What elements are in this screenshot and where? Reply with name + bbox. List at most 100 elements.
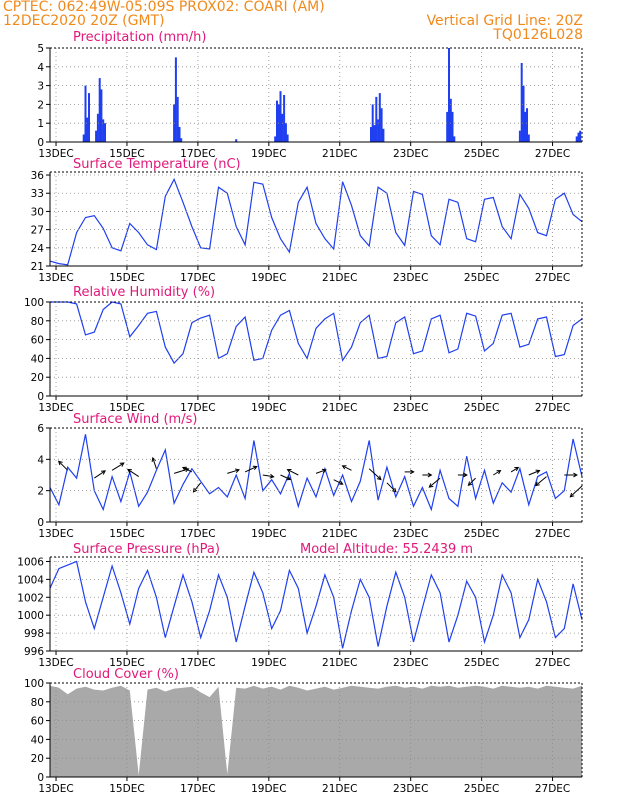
y-tick-label: 1002 <box>17 592 44 604</box>
wind-arrow <box>57 460 69 471</box>
precip-bar <box>102 119 105 142</box>
series-line <box>50 301 583 365</box>
precip-bar <box>575 136 578 142</box>
precip-bar <box>176 96 179 142</box>
y-tick-label: 0 <box>37 137 44 149</box>
y-tick-label: 36 <box>31 170 45 182</box>
series-line <box>49 177 583 266</box>
precip-bar <box>286 134 289 142</box>
precip-bar <box>378 93 381 142</box>
wind-arrow <box>510 466 520 473</box>
precip-bar <box>96 113 99 142</box>
x-tick-label: 25DEC <box>464 148 499 160</box>
panel-4: Surface Wind (m/s) 0 2 4 6 13DEC 15DEC 17DEC 19D… <box>37 412 583 540</box>
wind-arrow <box>280 474 292 481</box>
wind-arrow <box>181 466 193 473</box>
x-tick-label: 15DEC <box>109 657 144 669</box>
x-tick-label: 13DEC <box>38 657 73 669</box>
wind-arrow <box>569 485 583 498</box>
x-tick-label: 19DEC <box>251 148 286 160</box>
x-tick-label: 27DEC <box>535 272 570 284</box>
precip-bar <box>180 138 183 142</box>
x-tick-label: 25DEC <box>464 528 499 540</box>
y-tick-label: 27 <box>31 225 44 237</box>
y-tick-label: 60 <box>31 335 44 347</box>
precip-bar <box>281 113 284 142</box>
y-tick-label: 0 <box>37 772 44 784</box>
panel-5: Surface Pressure (hPa) Model Altitude: 55… <box>17 542 583 669</box>
panel-6: Cloud Cover (%) 0 20 40 60 80 100 13DEC 15DEC 17D… <box>24 667 583 795</box>
precip-bar <box>86 117 89 142</box>
x-tick-label: 13DEC <box>38 148 73 160</box>
precip-bar <box>276 100 278 142</box>
x-tick-label: 21DEC <box>322 272 357 284</box>
x-tick-label: 13DEC <box>38 272 73 284</box>
y-tick-label: 6 <box>37 423 44 435</box>
wind-arrow <box>368 468 382 481</box>
y-tick-label: 4 <box>37 62 44 74</box>
wind-arrow <box>262 473 275 479</box>
panel-title: Relative Humidity (%) <box>73 285 215 300</box>
y-tick-label: 30 <box>31 206 44 218</box>
x-tick-label: 17DEC <box>180 528 215 540</box>
wind-arrow <box>227 468 240 474</box>
precip-bar <box>283 95 286 142</box>
panel-title: Cloud Cover (%) <box>73 667 179 682</box>
precip-bar <box>279 91 282 142</box>
x-tick-label: 19DEC <box>251 528 286 540</box>
precip-bar <box>449 98 452 142</box>
wind-arrow <box>341 465 352 471</box>
y-tick-label: 33 <box>31 188 44 200</box>
x-tick-label: 27DEC <box>535 783 570 795</box>
y-tick-label: 4 <box>37 454 44 466</box>
x-tick-label: 13DEC <box>38 528 73 540</box>
x-tick-label: 23DEC <box>393 272 428 284</box>
y-tick-label: 3 <box>37 81 44 93</box>
panel-title: Surface Temperature (nC) <box>73 157 241 172</box>
y-tick-label: 21 <box>31 261 44 273</box>
x-tick-label: 23DEC <box>393 783 428 795</box>
x-tick-label: 17DEC <box>180 272 215 284</box>
precip-bar <box>174 57 177 142</box>
precip-bar <box>446 111 449 142</box>
y-tick-label: 998 <box>24 628 44 640</box>
x-tick-label: 23DEC <box>393 402 428 414</box>
x-tick-label: 27DEC <box>535 528 570 540</box>
precip-bar <box>235 139 238 142</box>
precip-bar <box>82 134 85 142</box>
wind-arrow <box>404 469 415 475</box>
precip-bar <box>526 108 528 142</box>
wind-arrow <box>111 462 125 471</box>
precip-bar <box>524 111 527 142</box>
precip-bar <box>382 128 385 142</box>
y-tick-label: 80 <box>31 316 44 328</box>
y-tick-label: 24 <box>31 243 45 255</box>
precip-bar <box>577 132 580 142</box>
precip-bar <box>522 85 525 142</box>
x-tick-label: 19DEC <box>251 657 286 669</box>
x-tick-label: 25DEC <box>464 272 499 284</box>
y-tick-label: 996 <box>24 646 44 658</box>
x-tick-label: 21DEC <box>322 402 357 414</box>
precip-bar <box>527 134 530 142</box>
forecast-start-time: 12DEC2020 20Z (GMT) <box>3 13 165 29</box>
wind-arrow <box>94 470 106 479</box>
wind-arrow <box>564 472 578 478</box>
x-tick-label: 21DEC <box>322 528 357 540</box>
precip-bar <box>98 78 101 142</box>
x-tick-label: 25DEC <box>464 657 499 669</box>
x-tick-label: 25DEC <box>464 402 499 414</box>
precip-bar <box>453 136 456 142</box>
x-tick-label: 15DEC <box>109 528 144 540</box>
x-tick-label: 23DEC <box>393 528 428 540</box>
x-tick-label: 17DEC <box>180 657 215 669</box>
wind-arrow <box>315 468 327 474</box>
wind-arrow <box>151 456 157 469</box>
precip-bar <box>451 111 454 142</box>
x-tick-label: 19DEC <box>251 272 286 284</box>
y-tick-label: 80 <box>31 697 44 709</box>
x-tick-label: 19DEC <box>251 783 286 795</box>
wind-arrow <box>528 469 541 476</box>
precip-bar <box>178 127 181 142</box>
